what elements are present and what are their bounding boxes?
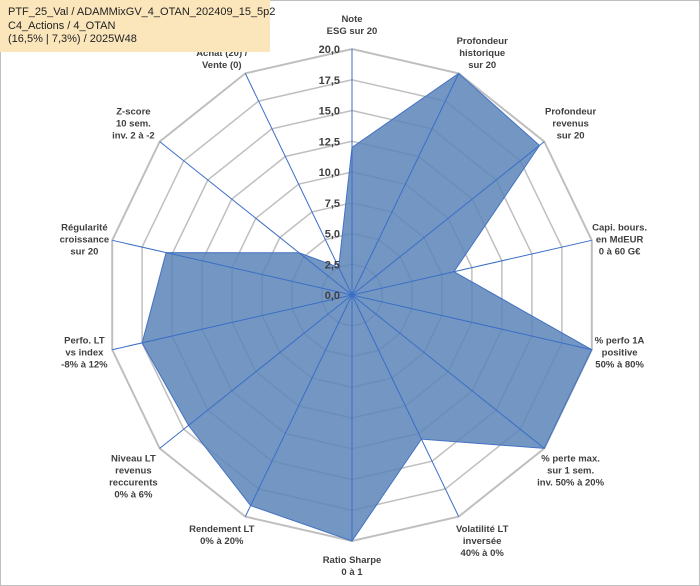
- axis-label-line: Z-score: [116, 107, 150, 118]
- axis-label-line: 40% à 0%: [461, 548, 505, 559]
- axis-label-line: en MdEUR: [596, 235, 644, 246]
- axis-label-line: inv. 2 à -2: [112, 131, 155, 142]
- axis-spoke: [244, 294, 353, 517]
- axis-spoke: [159, 141, 353, 296]
- axis-label-line: Achat (20) /: [196, 48, 248, 59]
- axis-label-line: 0% à 20%: [200, 536, 244, 547]
- axis-label-line: positive: [602, 348, 638, 359]
- axis-spoke: [112, 239, 353, 296]
- axis-label-line: inversée: [463, 536, 502, 547]
- axis-spoke: [159, 294, 353, 449]
- title-line-1: PTF_25_Val / ADAMMixGV_4_OTAN_202409_15_…: [8, 6, 276, 18]
- axis-label-line: Volatilité LT: [456, 524, 509, 535]
- radial-tick-labels: 0,0 2,5 5,0 7,5 10,0 12,5 15,0 17,5 20,0: [319, 44, 340, 302]
- axis-label-line: % perte max.: [541, 453, 600, 464]
- tick-label: 0,0: [325, 290, 340, 302]
- axis-label-line: 0 à 1: [341, 567, 363, 578]
- axis-label-line: sur 20: [70, 247, 98, 258]
- axis-label-line: Profondeur: [545, 107, 596, 118]
- tick-label: 17,5: [319, 75, 340, 87]
- axis-label-line: croissance: [60, 235, 110, 246]
- title-line-2: C4_Actions / 4_OTAN: [8, 19, 116, 32]
- axis-spoke: [244, 73, 353, 296]
- axis-label-line: Rendement LT: [189, 524, 254, 535]
- tick-label: 20,0: [319, 44, 340, 56]
- tick-label: 2,5: [325, 259, 340, 271]
- tick-label: 7,5: [325, 198, 340, 210]
- axis-label-line: ESG sur 20: [327, 26, 378, 37]
- axis-spoke: [351, 73, 460, 296]
- axis-spoke: [351, 294, 592, 351]
- axis-label-line: Profondeur: [457, 36, 508, 47]
- tick-label: 10,0: [319, 167, 340, 179]
- axis-label-line: 10 sem.: [116, 119, 151, 130]
- axis-spoke: [112, 294, 353, 351]
- axis-spoke: [351, 239, 592, 296]
- tick-label: 5,0: [325, 229, 340, 241]
- axis-label-line: Perfo. LT: [64, 336, 105, 347]
- axis-label-line: revenus: [552, 119, 588, 130]
- tick-label: 12,5: [319, 136, 340, 148]
- axis-label-line: Vente (0): [202, 60, 242, 71]
- axis-spoke: [351, 141, 545, 296]
- axis-label-line: Capi. bours.: [592, 223, 647, 234]
- axis-label-line: vs index: [65, 348, 104, 359]
- axis-label: Rendement LT0% à 20%: [189, 524, 254, 547]
- axis-label-line: historique: [459, 48, 505, 59]
- axis-label-line: Note: [341, 14, 362, 25]
- axis-label-line: 0 à 60 G€: [599, 247, 641, 258]
- chart-title: PTF_25_Val / ADAMMixGV_4_OTAN_202409_15_…: [0, 0, 276, 52]
- title-line-3: (16,5% | 7,3%) / 2025W48: [8, 33, 137, 45]
- axis-label-line: sur 20: [557, 131, 585, 142]
- axis-label-line: Régularité: [61, 223, 107, 234]
- axis-label-line: inv. 50% à 20%: [537, 477, 604, 488]
- axis-label-line: sur 1 sem.: [547, 465, 594, 476]
- axis-label-line: reccurents: [109, 477, 158, 488]
- axis-spoke: [351, 294, 460, 517]
- axis-label-line: % perfo 1A: [595, 336, 645, 347]
- axis-label-line: 50% à 80%: [595, 360, 644, 371]
- axis-label-line: Ratio Sharpe: [323, 555, 382, 566]
- axis-label: % perte max.sur 1 sem.inv. 50% à 20%: [537, 453, 604, 488]
- axis-spoke: [351, 294, 545, 449]
- axis-label-line: revenus: [115, 465, 151, 476]
- axis-label-line: -8% à 12%: [61, 360, 108, 371]
- axis-label-line: 0% à 6%: [114, 489, 153, 500]
- radar-spokes: [112, 49, 592, 541]
- tick-label: 15,0: [319, 106, 340, 118]
- axis-label-line: sur 20: [468, 60, 496, 71]
- axis-label-line: Niveau LT: [111, 453, 156, 464]
